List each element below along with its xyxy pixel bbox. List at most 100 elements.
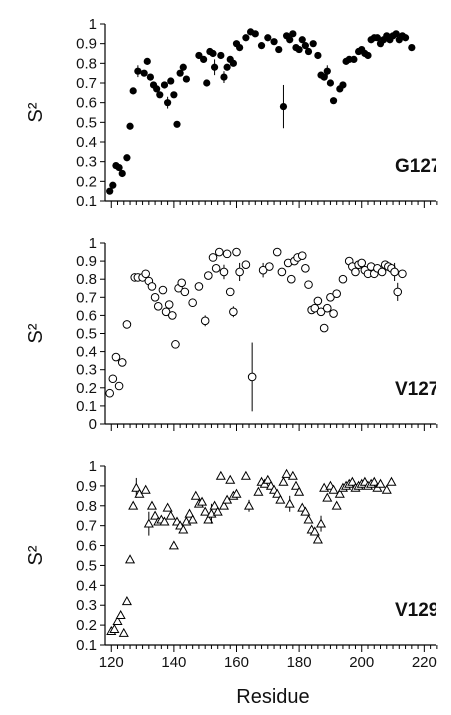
data-point <box>230 60 237 67</box>
data-point <box>320 324 328 332</box>
y-tick-label: 0.2 <box>76 380 97 397</box>
data-point <box>123 321 131 329</box>
y-tick-label: 0.9 <box>76 253 97 270</box>
panel-label: V129 <box>395 600 439 621</box>
data-point <box>120 629 128 637</box>
data-point <box>156 91 163 98</box>
y-tick-label: 0.4 <box>76 134 97 151</box>
data-point <box>183 75 190 82</box>
data-point <box>391 268 399 276</box>
data-point <box>223 250 231 258</box>
data-point <box>402 34 409 41</box>
data-point <box>212 265 220 273</box>
data-point <box>180 64 187 71</box>
data-point <box>242 472 250 480</box>
data-point <box>148 283 156 291</box>
data-point <box>145 519 153 527</box>
y-tick-label: 0.1 <box>76 398 97 415</box>
x-tick-label: 180 <box>287 654 312 671</box>
data-point <box>226 288 234 296</box>
data-point <box>305 281 313 289</box>
y-tick-label: 0.6 <box>76 95 97 112</box>
data-point <box>289 30 296 37</box>
data-point <box>310 40 317 47</box>
data-points <box>107 470 396 637</box>
data-point <box>248 373 256 381</box>
data-point <box>280 103 287 110</box>
data-point <box>242 261 250 269</box>
y-tick-label: 0.8 <box>76 271 97 288</box>
data-point <box>399 270 407 278</box>
x-tick-label: 160 <box>224 654 249 671</box>
data-point <box>364 52 371 59</box>
data-point <box>236 44 243 51</box>
data-point <box>333 290 341 298</box>
data-point <box>324 68 331 75</box>
data-point <box>147 74 154 81</box>
panel-v127: 00.10.20.30.40.50.60.70.80.91S²V127 <box>25 235 439 433</box>
y-axis-title: S² <box>25 323 47 343</box>
x-tick-label: 220 <box>412 654 437 671</box>
y-tick-label: 0.3 <box>76 154 97 171</box>
y-tick-label: 0.3 <box>76 362 97 379</box>
data-point <box>302 265 310 273</box>
data-point <box>144 58 151 65</box>
data-point <box>327 79 334 86</box>
data-point <box>279 478 287 486</box>
data-point <box>217 52 224 59</box>
data-point <box>142 270 150 278</box>
data-point <box>203 79 210 86</box>
data-point <box>165 301 173 309</box>
data-point <box>296 46 303 53</box>
data-point <box>258 42 265 49</box>
panel-label: V127 <box>395 379 439 400</box>
data-point <box>266 263 274 271</box>
data-point <box>167 77 174 84</box>
data-point <box>217 472 225 480</box>
y-tick-label: 0.8 <box>76 55 97 72</box>
data-point <box>123 154 130 161</box>
data-point <box>142 486 150 494</box>
data-point <box>172 341 180 349</box>
data-point <box>220 268 228 276</box>
data-point <box>286 500 294 508</box>
y-tick-label: 1 <box>89 16 97 33</box>
y-tick-label: 0.3 <box>76 597 97 614</box>
y-tick-label: 0.6 <box>76 538 97 555</box>
y-tick-label: 0.2 <box>76 173 97 190</box>
data-point <box>161 81 168 88</box>
data-point <box>170 91 177 98</box>
y-tick-label: 0.7 <box>76 518 97 535</box>
data-point <box>378 268 386 276</box>
data-point <box>112 353 120 361</box>
data-point <box>242 34 249 41</box>
data-point <box>205 272 213 280</box>
y-tick-label: 0.9 <box>76 478 97 495</box>
data-point <box>192 492 200 500</box>
data-point <box>350 56 357 63</box>
data-point <box>201 317 209 325</box>
data-point <box>226 476 234 484</box>
data-point <box>163 504 171 512</box>
y-tick-label: 0.5 <box>76 326 97 343</box>
data-point <box>164 99 171 106</box>
y-tick-label: 0.1 <box>76 637 97 654</box>
data-point <box>129 502 137 510</box>
data-point <box>134 68 141 75</box>
data-point <box>159 286 167 294</box>
data-point <box>119 170 126 177</box>
data-point <box>118 359 126 367</box>
data-point <box>254 488 262 496</box>
y-tick-label: 0.8 <box>76 498 97 515</box>
data-point <box>201 508 209 516</box>
data-point <box>387 478 395 486</box>
data-point <box>167 512 175 520</box>
data-point <box>330 310 338 318</box>
y-tick-label: 0.6 <box>76 307 97 324</box>
panel-v129: 0.10.20.30.40.50.60.70.80.91120 140 160 180… <box>25 458 439 671</box>
data-point <box>209 50 216 57</box>
data-point <box>151 294 159 302</box>
data-point <box>215 248 223 256</box>
data-point <box>169 312 177 320</box>
